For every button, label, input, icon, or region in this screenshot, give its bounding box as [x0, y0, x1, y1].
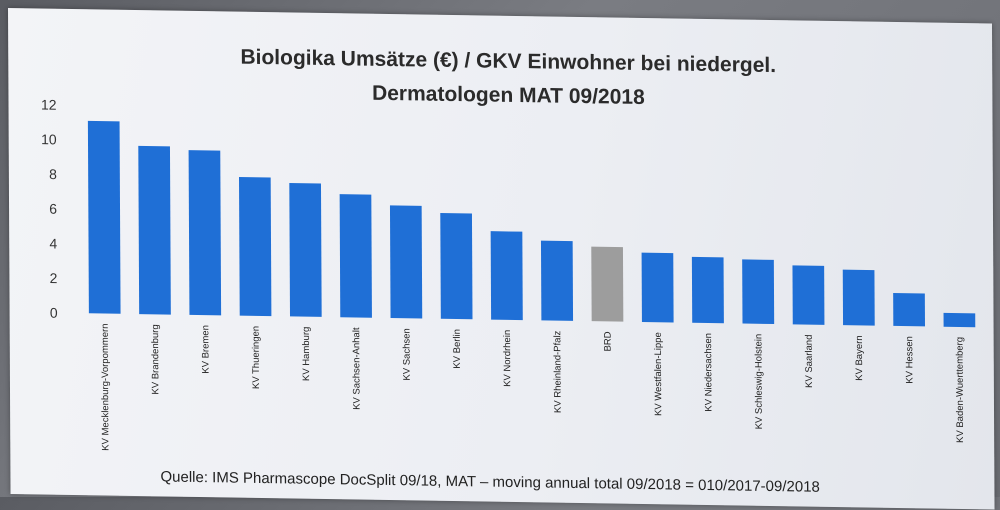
- x-tick-label: BRD: [603, 331, 614, 351]
- bars: [87, 120, 976, 328]
- y-tick-label: 6: [49, 201, 57, 217]
- y-tick-label: 8: [49, 166, 57, 182]
- bar-kv-hessen: [893, 292, 926, 327]
- x-tick-label: KV Bremen: [200, 325, 211, 374]
- bar-kv-saarland: [792, 265, 825, 325]
- x-tick-label: KV Bayern: [854, 335, 865, 381]
- x-tick-label: KV Hamburg: [301, 327, 312, 382]
- bar-brd: [591, 246, 624, 322]
- bar-kv-sachsen-anhalt: [339, 194, 372, 318]
- bar-kv-westfalen-lippe: [641, 252, 674, 323]
- x-tick-label: KV Rheinland-Pfalz: [552, 330, 563, 413]
- bar-kv-berlin: [440, 213, 473, 320]
- x-tick-label: KV Berlin: [452, 329, 463, 369]
- x-tick-label: KV Hessen: [904, 336, 915, 384]
- bar-kv-baden-wuerttemberg: [943, 312, 976, 328]
- bar-kv-nordrhein: [490, 231, 523, 321]
- y-tick-label: 4: [49, 235, 57, 251]
- bar-chart: 0 2 4 6 8 10 12 KV Mecklenburg-Vorpommern KV Br…: [41, 97, 976, 451]
- bar-kv-mecklenburg-vorpommern: [87, 120, 121, 314]
- bar-kv-hamburg: [289, 182, 322, 317]
- x-tick-label: KV Westfalen-Lippe: [653, 332, 664, 416]
- slide: Biologika Umsätze (€) / GKV Einwohner be…: [8, 8, 995, 510]
- x-tick-label: KV Mecklenburg-Vorpommern: [100, 323, 112, 450]
- x-tick-label: KV Thueringen: [251, 326, 262, 389]
- bar-kv-niedersachsen: [691, 256, 724, 324]
- x-tick-label: KV Schleswig-Holstein: [753, 334, 764, 430]
- bar-kv-schleswig-holstein: [742, 259, 775, 325]
- y-axis: 0 2 4 6 8 10 12: [41, 97, 58, 321]
- y-tick-label: 0: [50, 305, 58, 321]
- y-tick-label: 12: [41, 97, 57, 113]
- x-tick-label: KV Sachsen: [401, 328, 412, 380]
- y-tick-label: 10: [41, 131, 57, 147]
- bar-kv-rheinland-pfalz: [540, 240, 574, 321]
- bar-kv-bremen: [188, 150, 222, 316]
- bar-kv-brandenburg: [138, 145, 171, 315]
- x-tick-label: KV Sachsen-Anhalt: [351, 327, 362, 410]
- x-tick-label: KV Baden-Wuerttemberg: [954, 337, 966, 443]
- x-tick-label: KV Nordrhein: [502, 330, 513, 387]
- x-axis-labels: KV Mecklenburg-Vorpommern KV Brandenburg K…: [100, 323, 966, 450]
- bar-kv-thueringen: [238, 176, 272, 317]
- x-tick-label: KV Saarland: [804, 335, 815, 389]
- y-tick-label: 2: [50, 270, 58, 286]
- x-tick-label: KV Brandenburg: [150, 324, 161, 394]
- bar-kv-sachsen: [389, 205, 423, 319]
- bar-kv-bayern: [842, 269, 875, 326]
- x-tick-label: KV Niedersachsen: [703, 333, 714, 412]
